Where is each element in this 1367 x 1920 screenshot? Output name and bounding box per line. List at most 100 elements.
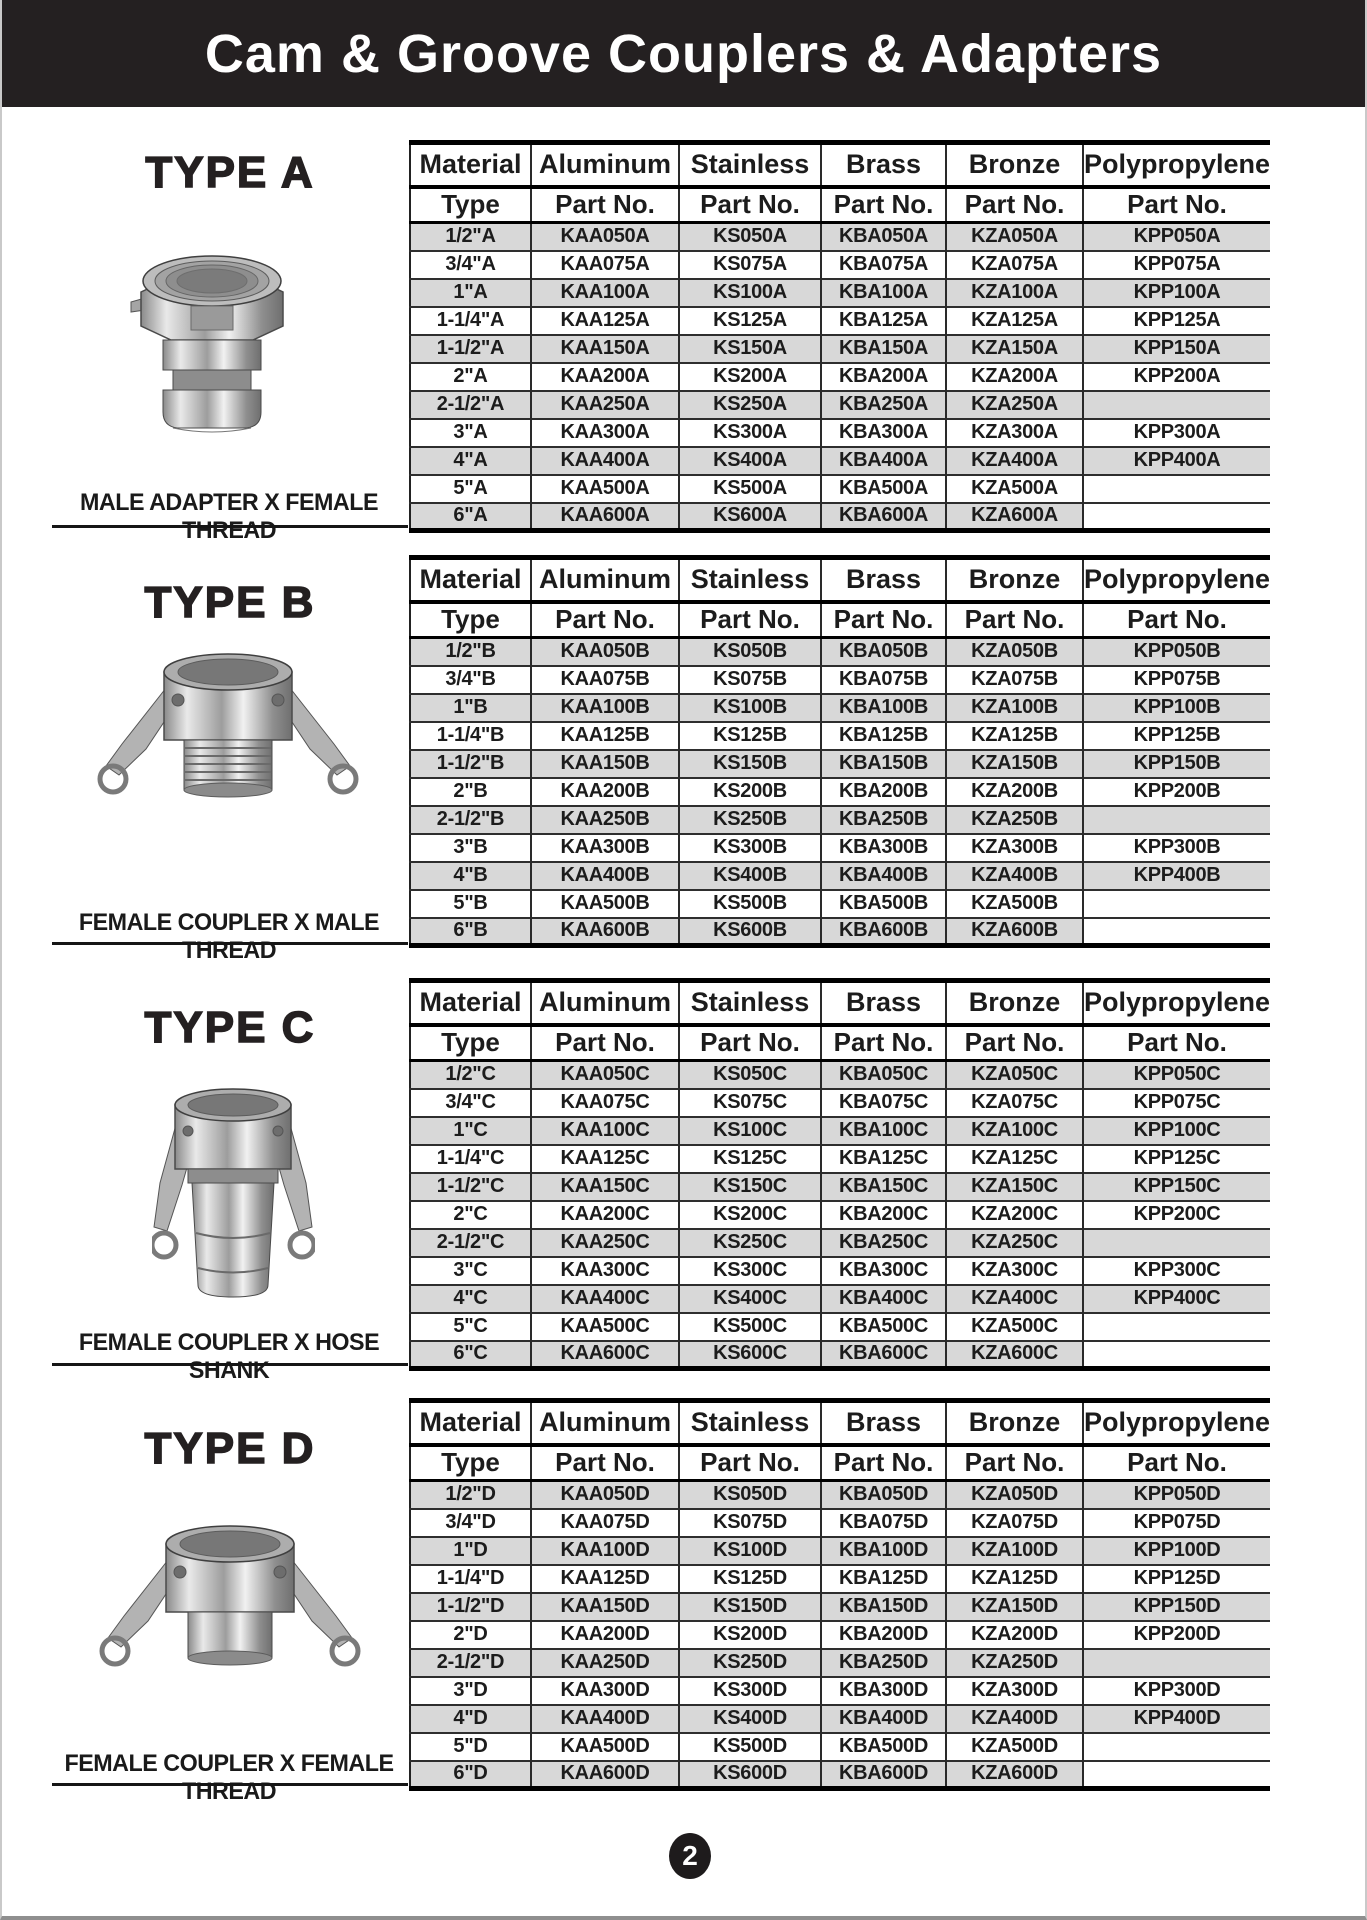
part-no-cell: KPP125A: [1082, 306, 1270, 335]
table-row: 1"B KAA100B KS100B KBA100B KZA100B KPP100B: [410, 693, 1270, 722]
part-no-cell: KBA500B: [820, 889, 947, 918]
part-no-cell: KZA400A: [945, 446, 1084, 475]
part-no-cell: KPP075B: [1082, 665, 1270, 694]
part-no-cell: KS400A: [678, 446, 822, 475]
type-c-caption-rule: [52, 1363, 408, 1366]
part-no-cell: KZA600D: [945, 1760, 1084, 1789]
column-header: Part No.: [678, 186, 822, 224]
column-header: Polypropylene: [1082, 980, 1270, 1027]
female-coupler-female-thread-illustration: [99, 1525, 361, 1667]
column-header: Aluminum: [530, 980, 680, 1027]
part-no-cell: KAA125B: [530, 721, 680, 750]
column-header: Bronze: [945, 980, 1084, 1027]
part-no-cell: [1082, 390, 1270, 419]
part-no-cell: KZA200C: [945, 1200, 1084, 1229]
part-no-cell: KZA400C: [945, 1284, 1084, 1313]
part-no-cell: KAA125D: [530, 1564, 680, 1593]
part-no-cell: KPP300A: [1082, 418, 1270, 447]
part-no-cell: KS400B: [678, 861, 822, 890]
part-no-cell: KPP050A: [1082, 222, 1270, 251]
column-header: Polypropylene: [1082, 1400, 1270, 1447]
part-no-cell: KBA075C: [820, 1088, 947, 1117]
male-adapter-illustration: [130, 255, 284, 433]
part-no-cell: KS125A: [678, 306, 822, 335]
table-row: 1/2"B KAA050B KS050B KBA050B KZA050B KPP050B: [410, 637, 1270, 666]
table-row: 1-1/4"D KAA125D KS125D KBA125D KZA125D KPP125…: [410, 1564, 1270, 1593]
part-no-cell: KAA050A: [530, 222, 680, 251]
column-header: Part No.: [530, 601, 680, 639]
table-row: 4"A KAA400A KS400A KBA400A KZA400A KPP400A: [410, 446, 1270, 475]
type-cell: 1-1/2"D: [410, 1592, 532, 1621]
part-no-cell: KZA300B: [945, 833, 1084, 862]
part-no-cell: KS500C: [678, 1312, 822, 1341]
part-no-cell: KZA075D: [945, 1508, 1084, 1537]
table-row: 3/4"B KAA075B KS075B KBA075B KZA075B KPP075B: [410, 665, 1270, 694]
table-row: 1"C KAA100C KS100C KBA100C KZA100C KPP100C: [410, 1116, 1270, 1145]
part-no-cell: KBA300D: [820, 1676, 947, 1705]
part-no-cell: KPP400C: [1082, 1284, 1270, 1313]
type-a-parts-table: Material Aluminum Stainless Brass Bronze Poly…: [409, 140, 1270, 533]
type-c-caption: FEMALE COUPLER X HOSE SHANK: [78, 1329, 380, 1384]
part-no-cell: KS250B: [678, 805, 822, 834]
part-no-cell: KS050C: [678, 1060, 822, 1089]
part-no-cell: KAA100C: [530, 1116, 680, 1145]
material-header-row: Material Aluminum Stainless Brass Bronze Poly…: [410, 142, 1270, 189]
part-no-cell: KAA100B: [530, 693, 680, 722]
part-no-cell: KBA500A: [820, 474, 947, 503]
part-no-cell: KS125C: [678, 1144, 822, 1173]
part-no-cell: KAA125A: [530, 306, 680, 335]
column-header: Part No.: [530, 1024, 680, 1062]
type-cell: 3/4"B: [410, 665, 532, 694]
table-row: 2"A KAA200A KS200A KBA200A KZA200A KPP200A: [410, 362, 1270, 391]
type-b-product-image: [92, 648, 365, 800]
part-no-cell: KBA400D: [820, 1704, 947, 1733]
column-header: Stainless: [678, 142, 822, 189]
type-cell: 1/2"D: [410, 1480, 532, 1509]
part-no-cell: KS050A: [678, 222, 822, 251]
table-row: 1"A KAA100A KS100A KBA100A KZA100A KPP100A: [410, 278, 1270, 307]
material-header-row: Material Aluminum Stainless Brass Bronze Poly…: [410, 980, 1270, 1027]
part-no-cell: KS050D: [678, 1480, 822, 1509]
table-row: 1-1/4"C KAA125C KS125C KBA125C KZA125C KPP125…: [410, 1144, 1270, 1173]
type-cell: 2-1/2"D: [410, 1648, 532, 1677]
part-no-cell: KAA250C: [530, 1228, 680, 1257]
part-no-cell: KAA300B: [530, 833, 680, 862]
material-header-row: Material Aluminum Stainless Brass Bronze Poly…: [410, 557, 1270, 604]
part-no-cell: KPP300D: [1082, 1676, 1270, 1705]
column-header: Aluminum: [530, 1400, 680, 1447]
table-row: 5"C KAA500C KS500C KBA500C KZA500C: [410, 1312, 1270, 1341]
column-header: Part No.: [945, 186, 1084, 224]
part-no-cell: KS600D: [678, 1760, 822, 1789]
part-no-cell: KS150A: [678, 334, 822, 363]
type-cell: 5"C: [410, 1312, 532, 1341]
part-no-cell: KS100D: [678, 1536, 822, 1565]
table-row: 3/4"D KAA075D KS075D KBA075D KZA075D KPP075D: [410, 1508, 1270, 1537]
part-no-cell: KAA500A: [530, 474, 680, 503]
part-no-cell: KAA050C: [530, 1060, 680, 1089]
part-no-cell: KS400D: [678, 1704, 822, 1733]
type-cell: 1"C: [410, 1116, 532, 1145]
type-a-caption-rule: [52, 525, 408, 528]
part-no-cell: KS125B: [678, 721, 822, 750]
part-no-cell: KAA500D: [530, 1732, 680, 1761]
part-no-cell: KS075B: [678, 665, 822, 694]
part-no-cell: KAA600D: [530, 1760, 680, 1789]
part-no-cell: KZA250A: [945, 390, 1084, 419]
part-no-cell: KBA050C: [820, 1060, 947, 1089]
part-no-cell: KPP125D: [1082, 1564, 1270, 1593]
part-no-cell: KZA075C: [945, 1088, 1084, 1117]
part-no-cell: KBA075D: [820, 1508, 947, 1537]
type-cell: 1/2"A: [410, 222, 532, 251]
part-no-cell: KAA400D: [530, 1704, 680, 1733]
part-no-cell: KPP200B: [1082, 777, 1270, 806]
part-no-cell: KBA600B: [820, 917, 947, 946]
table-head: Material Aluminum Stainless Brass Bronze Poly…: [410, 142, 1270, 224]
part-no-cell: KPP150C: [1082, 1172, 1270, 1201]
column-header: Material: [410, 142, 532, 189]
part-no-cell: KPP050D: [1082, 1480, 1270, 1509]
type-cell: 1"D: [410, 1536, 532, 1565]
part-no-cell: [1082, 889, 1270, 918]
type-cell: 1-1/2"B: [410, 749, 532, 778]
part-no-cell: KBA150D: [820, 1592, 947, 1621]
part-no-cell: KS075A: [678, 250, 822, 279]
